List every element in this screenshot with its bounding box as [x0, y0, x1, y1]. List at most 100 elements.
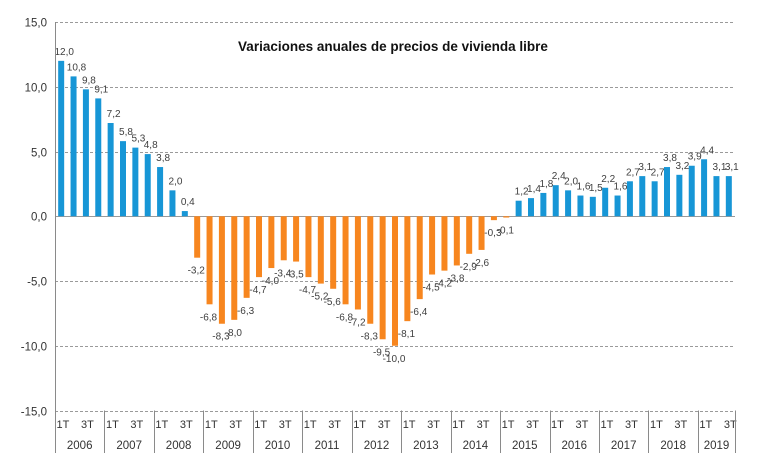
bar	[614, 195, 621, 217]
data-label: -3,2	[188, 266, 206, 277]
bar	[416, 216, 423, 300]
bar	[379, 216, 386, 340]
bars	[58, 60, 732, 346]
y-tick-label: 0,0	[31, 212, 47, 224]
quarter-tick-label: 1T	[57, 419, 70, 431]
year-label: 2006	[67, 440, 93, 452]
data-label: -10,0	[383, 354, 406, 365]
bar	[144, 154, 151, 217]
bar	[589, 196, 596, 217]
bar	[602, 187, 609, 217]
data-label: 3,2	[675, 161, 689, 172]
data-label: 1,6	[577, 182, 591, 193]
data-label: 5,8	[119, 127, 133, 138]
data-label: 9,8	[82, 75, 96, 86]
data-label: 3,9	[688, 152, 702, 163]
bar	[441, 216, 448, 271]
data-label: 4,4	[700, 145, 714, 156]
quarter-tick-label: 3T	[229, 419, 242, 431]
bar	[676, 174, 683, 217]
year-label: 2010	[265, 440, 291, 452]
data-label: -9,5	[373, 347, 391, 358]
bar	[169, 190, 176, 217]
quarter-tick-label: 1T	[304, 419, 317, 431]
data-label: -4,7	[249, 285, 267, 296]
data-label: 10,8	[67, 62, 87, 73]
bar	[231, 216, 238, 320]
quarter-tick-label: 3T	[625, 419, 638, 431]
bar	[268, 216, 275, 269]
year-label: 2009	[215, 440, 241, 452]
bar	[317, 216, 324, 284]
data-label: 1,5	[589, 183, 603, 194]
bar	[342, 216, 349, 305]
data-label: -4,7	[299, 285, 317, 296]
y-tick-label: -10,0	[21, 342, 47, 354]
data-label: -7,2	[348, 318, 366, 329]
bar	[181, 211, 188, 217]
bar	[120, 141, 126, 217]
quarter-tick-label: 3T	[526, 419, 539, 431]
data-label: 2,2	[601, 174, 615, 185]
quarter-tick-label: 1T	[205, 419, 218, 431]
quarter-tick-label: 1T	[254, 419, 267, 431]
bar	[206, 216, 213, 305]
quarter-tick-label: 1T	[699, 419, 712, 431]
data-label: -6,8	[336, 312, 354, 323]
data-label: 2,0	[564, 176, 578, 187]
bar	[82, 89, 89, 217]
data-label: -4,2	[435, 279, 453, 290]
bar	[478, 216, 485, 250]
bar	[453, 216, 460, 266]
bar	[280, 216, 287, 261]
quarter-tick-label: 1T	[106, 419, 119, 431]
chart-title: Variaciones anuales de precios de vivien…	[238, 39, 548, 54]
data-label: -6,4	[410, 307, 428, 318]
bar	[392, 216, 398, 346]
data-label: 12,0	[54, 47, 74, 58]
bar	[503, 216, 510, 218]
data-label: -2,6	[472, 258, 490, 269]
data-label: 7,2	[107, 109, 121, 120]
year-label: 2017	[611, 440, 637, 452]
year-label: 2008	[166, 440, 192, 452]
data-label: 2,0	[169, 176, 183, 187]
data-label: -5,2	[311, 292, 329, 303]
y-tick-label: -15,0	[21, 407, 47, 419]
data-label: -3,8	[447, 274, 465, 285]
data-label: 2,7	[626, 167, 640, 178]
quarter-tick-label: 1T	[502, 419, 515, 431]
x-axis: 1T 3T 2006 1T 3T 2007 1T 3T 2008 1T 3T 2009 1T 3T 2010…	[57, 410, 737, 453]
bar	[157, 167, 164, 217]
quarter-tick-label: 3T	[674, 419, 687, 431]
quarter-tick-label: 1T	[403, 419, 416, 431]
bar	[70, 76, 77, 217]
year-label: 2014	[463, 440, 489, 452]
bar	[688, 165, 695, 217]
quarter-tick-label: 1T	[650, 419, 663, 431]
quarter-tick-label: 1T	[452, 419, 465, 431]
quarter-tick-label: 1T	[353, 419, 366, 431]
data-label: 4,8	[144, 140, 158, 151]
data-labels: 12,0 10,8 9,89,1 7,2 5,85,34,8 3,8 2,0 0,4 -3,2 -…	[54, 47, 739, 365]
bar	[540, 192, 547, 217]
year-label: 2015	[512, 440, 538, 452]
bar	[725, 176, 732, 217]
quarter-tick-label: 3T	[576, 419, 589, 431]
quarter-tick-label: 3T	[279, 419, 292, 431]
bar	[528, 198, 534, 217]
y-tick-label: -5,0	[27, 277, 47, 289]
bar	[107, 123, 114, 217]
quarter-tick-label: 1T	[601, 419, 614, 431]
bar	[330, 216, 337, 289]
y-tick-label: 5,0	[31, 148, 47, 160]
quarter-tick-label: 1T	[551, 419, 564, 431]
data-label: 1,8	[539, 179, 553, 190]
data-label: -6,3	[237, 306, 255, 317]
quarter-tick-label: 3T	[427, 419, 440, 431]
data-label: 3,8	[663, 153, 677, 164]
year-label: 2012	[364, 440, 390, 452]
bar	[713, 176, 720, 217]
data-label: 5,3	[131, 134, 145, 145]
